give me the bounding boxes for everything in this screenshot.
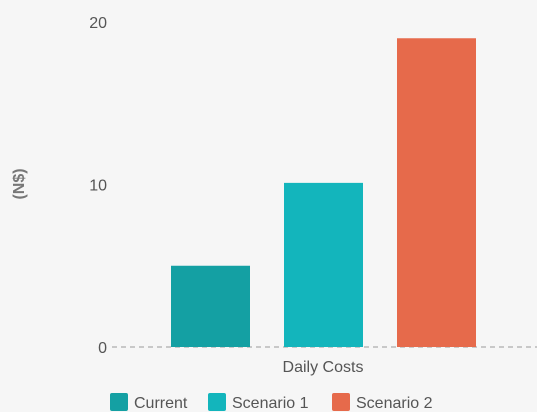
bar-current <box>171 265 250 347</box>
legend-swatch <box>332 393 350 411</box>
legend-label: Scenario 1 <box>232 395 309 412</box>
bars <box>171 38 476 347</box>
bar-scenario-2 <box>397 38 476 347</box>
legend-swatch <box>208 393 226 411</box>
y-tick-label: 0 <box>98 340 107 357</box>
y-axis-label: (N$) <box>11 168 28 199</box>
legend-label: Current <box>134 395 188 412</box>
legend-item-scenario-1[interactable]: Scenario 1 <box>208 393 309 412</box>
legend[interactable]: Current Scenario 1 Scenario 2 <box>110 393 433 412</box>
bar-scenario-1 <box>284 182 363 347</box>
legend-swatch <box>110 393 128 411</box>
legend-item-current[interactable]: Current <box>110 393 188 412</box>
legend-label: Scenario 2 <box>356 395 433 412</box>
y-tick-label: 10 <box>89 178 107 195</box>
y-tick-label: 20 <box>89 15 107 32</box>
y-axis-ticks: 0 10 20 <box>89 15 107 357</box>
x-category-label: Daily Costs <box>283 359 364 376</box>
legend-item-scenario-2[interactable]: Scenario 2 <box>332 393 433 412</box>
